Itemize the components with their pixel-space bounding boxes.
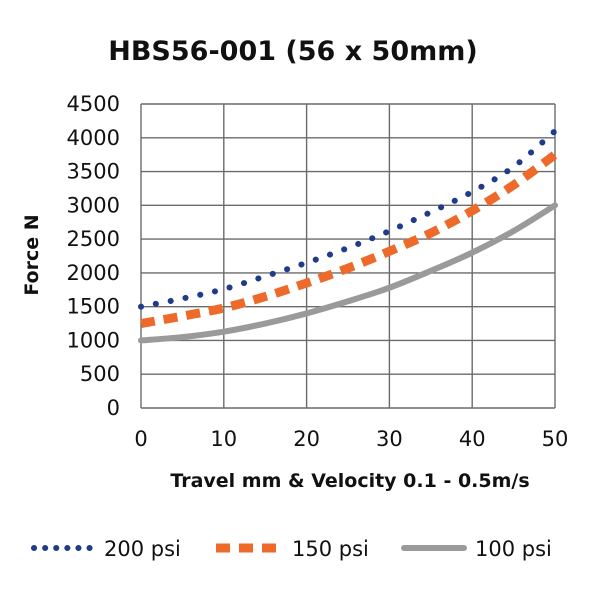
y-tick-label: 0 <box>107 396 120 420</box>
legend: 200 psi 150 psi 100 psi <box>31 537 552 561</box>
y-tick-label: 1500 <box>67 295 120 319</box>
y-tick-labels: 0 500 1000 1500 2000 2500 3000 3500 4000 4500 <box>67 92 120 420</box>
series-line-200-psi <box>138 128 558 310</box>
y-tick-label: 4000 <box>67 126 120 150</box>
x-tick-label: 30 <box>376 427 403 451</box>
legend-label: 100 psi <box>475 537 552 561</box>
y-tick-label: 3500 <box>67 160 120 184</box>
grid-lines <box>140 103 556 409</box>
y-tick-label: 2000 <box>67 261 120 285</box>
x-axis-label: Travel mm & Velocity 0.1 - 0.5m/s <box>170 470 529 492</box>
x-tick-label: 10 <box>210 427 237 451</box>
y-tick-label: 500 <box>80 362 120 386</box>
series-layer <box>138 128 558 344</box>
y-tick-label: 4500 <box>67 92 120 116</box>
legend-label: 200 psi <box>104 537 181 561</box>
x-tick-labels: 0 10 20 30 40 50 <box>134 427 568 451</box>
x-tick-label: 0 <box>134 427 147 451</box>
y-tick-label: 3000 <box>67 193 120 217</box>
series-line-150-psi <box>140 151 558 328</box>
legend-label: 150 psi <box>292 537 369 561</box>
x-tick-label: 20 <box>293 427 320 451</box>
series-line-100-psi <box>138 202 558 344</box>
chart-title: HBS56-001 (56 x 50mm) <box>108 36 477 67</box>
y-axis-label: Force N <box>21 214 43 295</box>
y-tick-label: 2500 <box>67 227 120 251</box>
x-tick-label: 40 <box>459 427 486 451</box>
x-tick-label: 50 <box>542 427 569 451</box>
y-tick-label: 1000 <box>67 328 120 352</box>
